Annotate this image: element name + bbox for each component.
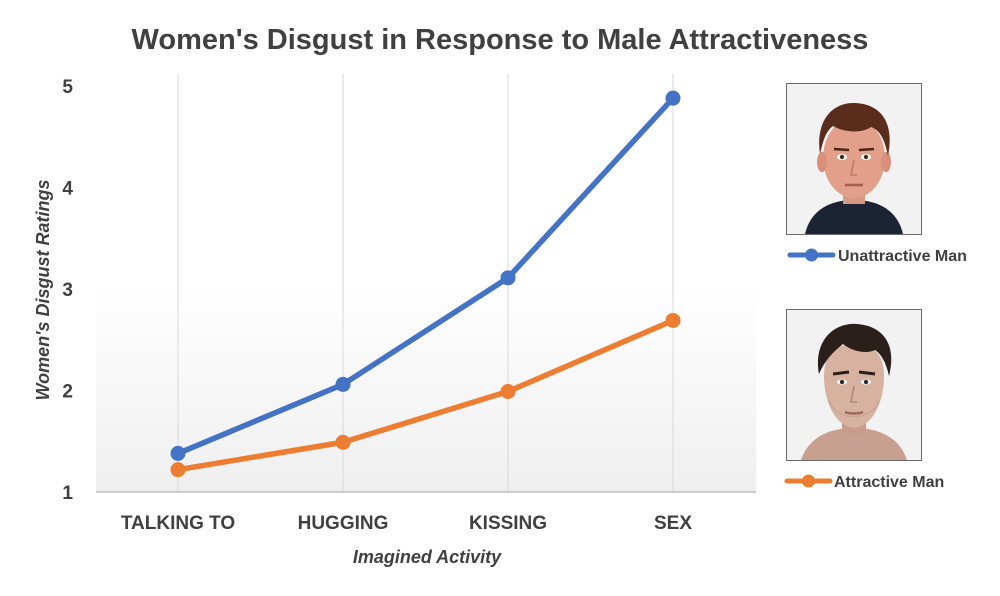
- point-unattractive-man-1: [170, 445, 186, 461]
- legend: Unattractive Man Attractive Man: [784, 248, 967, 491]
- point-attractive-man-1: [170, 462, 186, 478]
- legend-label-attractive-man: Attractive Man: [834, 474, 944, 491]
- plot-background: [96, 215, 756, 492]
- point-unattractive-man-4: [665, 90, 681, 106]
- attractive-man-face-illustration: [787, 310, 921, 460]
- series-line-unattractive-man: [175, 95, 676, 457]
- point-attractive-man-3: [500, 384, 516, 400]
- y-axis-title: Women's Disgust Ratings: [33, 180, 53, 401]
- point-attractive-man-4: [665, 312, 681, 328]
- point-attractive-man-2: [335, 434, 351, 450]
- point-unattractive-man-3: [500, 270, 516, 286]
- series-line-attractive-man: [175, 317, 676, 473]
- x-tick-labels: TALKING TO HUGGING KISSING SEX: [121, 513, 693, 534]
- attractive-man-photo: [786, 309, 922, 461]
- legend-marker-unattractive-man: [805, 248, 818, 262]
- x-tick-label-3: KISSING: [469, 513, 547, 534]
- chart-title: Women's Disgust in Response to Male Attr…: [132, 24, 869, 56]
- y-tick-label-3: 3: [62, 280, 73, 301]
- y-tick-label-4: 4: [62, 179, 73, 200]
- legend-label-unattractive-man: Unattractive Man: [838, 248, 967, 265]
- legend-marker-attractive-man: [802, 474, 815, 488]
- x-tick-label-1: TALKING TO: [121, 513, 235, 534]
- y-tick-label-5: 5: [62, 77, 73, 98]
- y-tick-label-1: 1: [62, 483, 73, 504]
- series-layer: [170, 90, 681, 478]
- unattractive-man-photo: [786, 83, 922, 235]
- point-unattractive-man-2: [335, 376, 351, 392]
- y-tick-label-2: 2: [62, 382, 73, 403]
- y-tick-labels: 1 2 3 4 5: [62, 77, 73, 504]
- unattractive-man-face-illustration: [787, 84, 921, 234]
- x-tick-label-2: HUGGING: [298, 513, 389, 534]
- x-axis-title: Imagined Activity: [353, 547, 502, 567]
- x-tick-label-4: SEX: [654, 513, 692, 534]
